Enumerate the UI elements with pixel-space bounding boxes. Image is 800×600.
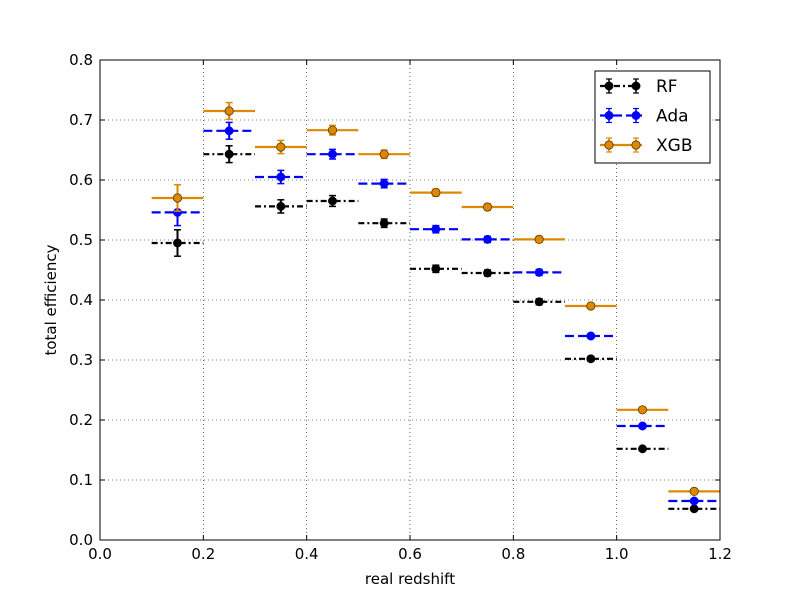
data-point (638, 444, 647, 454)
legend-marker (631, 111, 641, 120)
data-point (586, 331, 596, 341)
legend-marker (604, 111, 614, 120)
series-xgb (151, 101, 720, 496)
data-point (224, 126, 234, 136)
data-point (172, 193, 183, 203)
legend-label: XGB (656, 136, 692, 156)
data-point (534, 234, 544, 244)
y-tick-label: 0.6 (69, 171, 93, 189)
data-point (379, 149, 389, 159)
data-point (379, 179, 389, 189)
data-point (482, 202, 493, 212)
legend-marker (604, 81, 614, 91)
data-point (689, 496, 699, 506)
data-point (534, 297, 544, 307)
x-tick-label: 1.0 (605, 545, 629, 563)
y-tick-label: 0.4 (69, 291, 93, 309)
data-point (586, 301, 596, 311)
y-tick-label: 0.3 (69, 351, 93, 369)
x-tick-label: 0.8 (501, 545, 525, 563)
data-point (534, 267, 544, 277)
data-point (224, 106, 234, 116)
y-tick-label: 0.5 (69, 231, 93, 249)
data-point (276, 142, 286, 152)
legend-item-xgb: XGB (600, 136, 692, 156)
legend-item-rf: RF (600, 77, 678, 97)
data-point (276, 172, 286, 182)
data-point (328, 149, 337, 159)
data-point (173, 238, 182, 248)
y-tick-label: 0.1 (69, 471, 93, 489)
data-point (637, 405, 648, 415)
series-ada (151, 121, 720, 506)
data-point (483, 268, 492, 278)
legend-marker (604, 140, 614, 150)
series-layer (151, 101, 720, 514)
x-tick-label: 0.0 (88, 545, 112, 563)
legend-label: RF (656, 77, 678, 97)
data-point (328, 196, 337, 206)
legend-item-ada: Ada (600, 107, 689, 127)
data-point (224, 149, 234, 159)
data-point (638, 421, 647, 431)
x-tick-label: 0.4 (295, 545, 319, 563)
data-point (379, 218, 389, 228)
series-rf (151, 145, 720, 514)
x-axis-label: real redshift (365, 570, 455, 588)
data-point (483, 234, 492, 244)
y-tick-label: 0.7 (69, 111, 93, 129)
y-tick-label: 0.0 (69, 531, 93, 549)
data-point (431, 264, 441, 274)
data-point (431, 188, 441, 198)
legend: RF Ada XGB (594, 70, 711, 164)
x-tick-label: 0.2 (191, 545, 215, 563)
y-axis-label: total efficiency (42, 244, 60, 355)
data-point (586, 354, 596, 364)
data-point (689, 486, 699, 496)
data-point (327, 125, 338, 135)
ticks: 0.0 0.2 0.4 0.6 0.8 1.0 1.2 0.0 0.1 0.2 0.3 0.4 0.5 0… (69, 51, 732, 563)
y-tick-label: 0.2 (69, 411, 93, 429)
data-point (689, 504, 699, 514)
data-point (276, 201, 286, 211)
legend-marker (631, 81, 641, 91)
x-tick-label: 0.6 (398, 545, 422, 563)
data-point (431, 224, 441, 234)
legend-marker (631, 140, 641, 150)
y-tick-label: 0.8 (69, 51, 93, 69)
x-tick-label: 1.2 (708, 545, 732, 563)
legend-label: Ada (656, 107, 689, 127)
